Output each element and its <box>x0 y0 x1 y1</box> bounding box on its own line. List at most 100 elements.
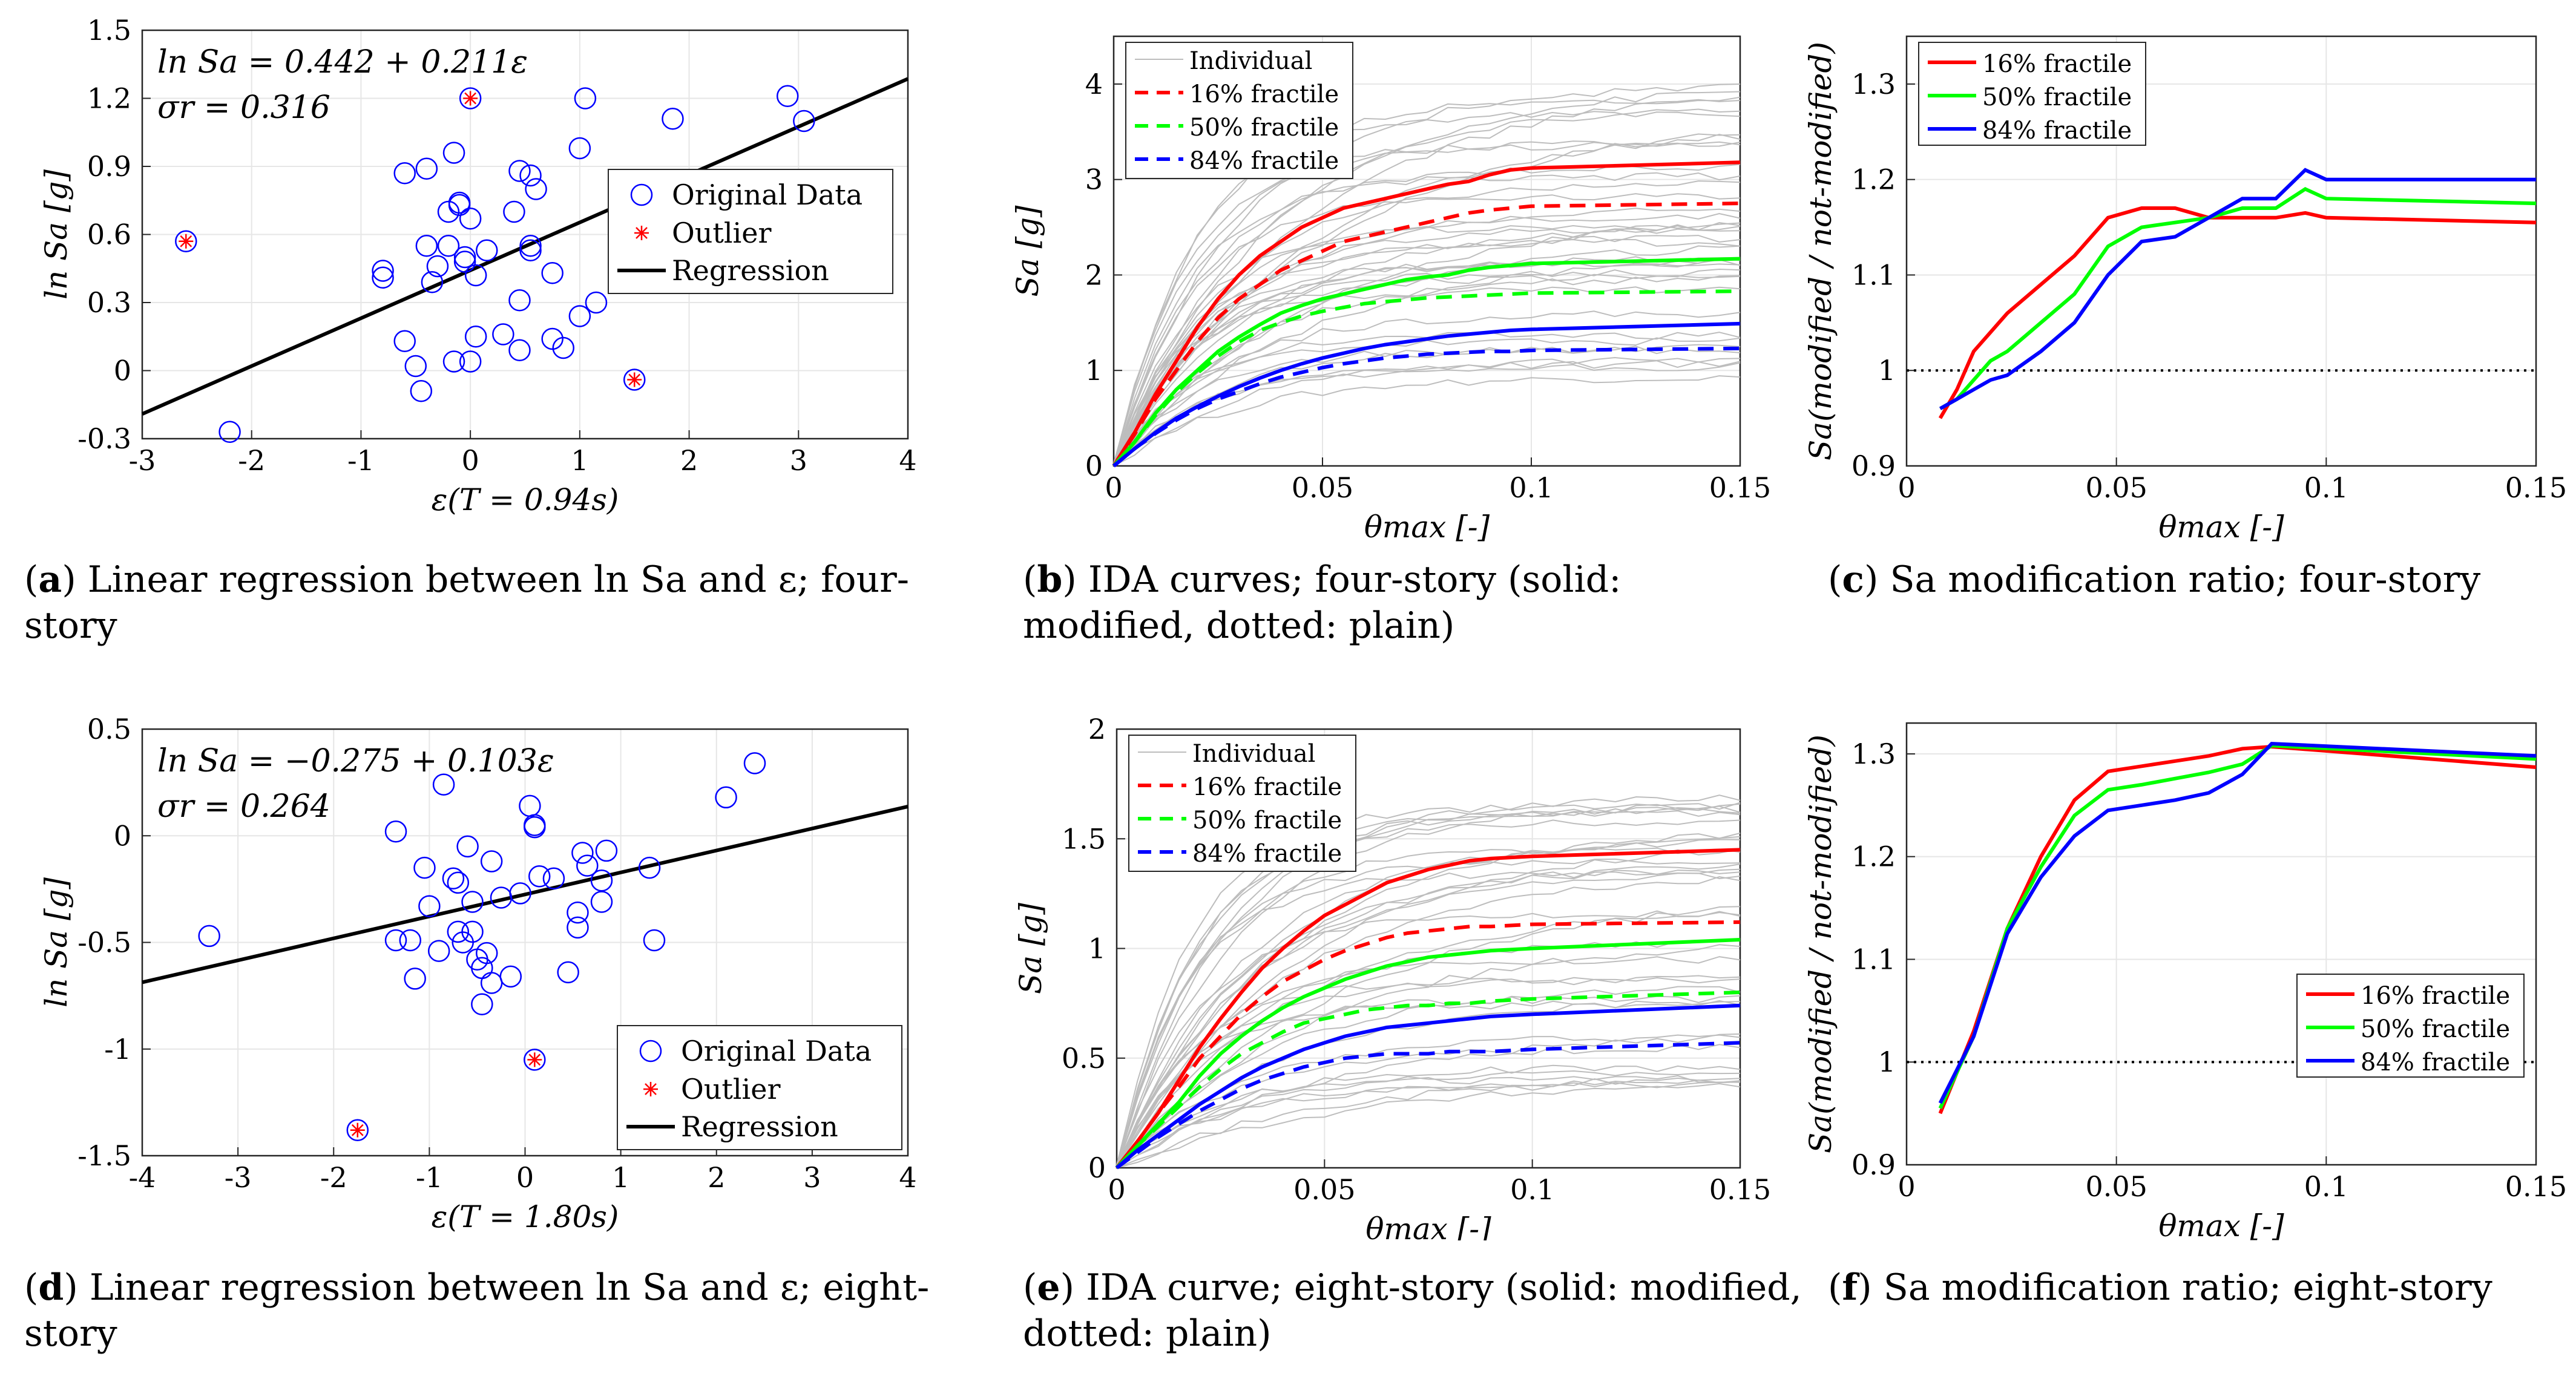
individual-curve <box>1113 310 1741 465</box>
y-axis-label: ln Sa [g] <box>39 169 74 300</box>
x-tick-label: -1 <box>347 444 375 477</box>
plot-frame <box>141 29 909 440</box>
legend-label: 84% fractile <box>2361 1049 2510 1076</box>
data-point <box>528 865 551 888</box>
caption-c-text: Sa modification ratio; four-story <box>1890 558 2481 601</box>
plot-frame <box>1112 35 1741 467</box>
y-axis-label: Sa [g] <box>1013 903 1048 994</box>
data-point <box>576 854 599 877</box>
ida-chart-e: 0 0.05 0.1 0.15 0 0.5 1 1.5 2 θmax [-] Sa [g] Indiv… <box>1013 713 1771 1246</box>
x-tick-label: -1 <box>416 1161 443 1194</box>
data-point <box>590 891 613 913</box>
data-point <box>519 164 542 187</box>
individual-curve <box>1116 995 1741 1168</box>
x-tick-label: 0.15 <box>1709 1173 1771 1206</box>
data-point <box>413 856 436 879</box>
individual-curve <box>1113 362 1741 467</box>
scatter-chart-a: -3 -2 -1 0 1 2 3 4 -0.3 0 0.3 0.6 0.9 1.2 1.5 ε(T = 0.9… <box>39 14 917 517</box>
y-tick-label: 1 <box>1085 354 1103 387</box>
data-point <box>372 260 394 282</box>
y-tick-label: 2 <box>1088 713 1106 745</box>
individual-curve <box>1116 1070 1741 1168</box>
individual-curve <box>1116 910 1741 1168</box>
x-tick-label: 0.1 <box>1510 1173 1554 1206</box>
x-tick-label: 0.1 <box>2304 1170 2348 1203</box>
data-point <box>508 339 531 361</box>
legend-circle-icon <box>639 1040 662 1063</box>
legend-box <box>608 169 893 294</box>
data-point <box>623 368 646 391</box>
data-point <box>743 752 766 775</box>
individual-curve <box>1116 863 1741 1168</box>
y-tick-label: 1.3 <box>1852 68 1896 100</box>
x-tick-label: -2 <box>238 444 265 477</box>
x-tick-label: 0.15 <box>1709 471 1771 504</box>
y-tick-label: 0.5 <box>87 713 131 745</box>
data-point <box>542 867 565 889</box>
y-tick-label: 1.2 <box>1852 840 1896 873</box>
data-point <box>524 816 546 839</box>
outlier-marker <box>350 1122 365 1138</box>
chart-panel-b: 0 0.05 0.1 0.15 0 1 2 3 4 θmax [-] Sa [g] Individua… <box>993 0 1779 545</box>
x-tick-label: 0.05 <box>1293 1173 1355 1206</box>
legend-label: Outlier <box>681 1073 780 1105</box>
y-tick-label: 1 <box>1088 932 1106 965</box>
data-point <box>393 162 416 185</box>
y-tick-label: 1.5 <box>1062 822 1106 855</box>
legend-label: Original Data <box>681 1035 872 1067</box>
data-point <box>415 235 438 257</box>
series-line-16-fractile-dashed <box>1115 920 1741 1169</box>
individual-curve <box>1113 224 1741 467</box>
data-point <box>399 929 421 952</box>
data-point <box>464 326 487 348</box>
x-tick-label: 0.15 <box>2505 471 2567 504</box>
data-point <box>567 901 589 924</box>
individual-curve <box>1113 180 1741 467</box>
x-tick-label: 0 <box>1105 471 1122 504</box>
individual-curve <box>1113 346 1741 465</box>
data-point <box>519 794 541 817</box>
y-tick-label: -0.3 <box>77 422 131 455</box>
data-point <box>384 929 407 952</box>
x-tick-label: 0 <box>516 1161 534 1194</box>
y-tick-label: 0.9 <box>1852 1148 1896 1181</box>
x-tick-label: 0.05 <box>2085 471 2147 504</box>
individual-curve <box>1116 1064 1741 1165</box>
legend-label: 50% fractile <box>1189 114 1339 142</box>
data-point <box>638 856 661 879</box>
data-point <box>480 850 503 873</box>
individual-curve <box>1116 868 1741 1167</box>
data-point <box>471 993 493 1015</box>
legend-circle-icon <box>630 183 653 206</box>
caption-a-text: Linear regression between ln Sa and ε; f… <box>24 558 910 647</box>
series-line-84-fractile-dashed <box>1116 1041 1741 1170</box>
series-line-50-fractile-dashed <box>1112 289 1741 467</box>
y-tick-label: 0.6 <box>87 218 131 251</box>
caption-e-text: IDA curve; eight-story (solid: modified,… <box>1023 1266 1802 1355</box>
legend-label: Individual <box>1192 740 1315 768</box>
data-point <box>590 869 613 892</box>
y-tick-label: 3 <box>1085 163 1103 196</box>
series-line-84-fractile-solid <box>1112 321 1741 468</box>
data-point <box>404 968 426 990</box>
individual-curve <box>1113 222 1741 465</box>
data-point <box>421 271 444 293</box>
individual-curve <box>1116 1079 1741 1168</box>
x-tick-label: 2 <box>680 444 698 477</box>
individual-curve <box>1113 141 1741 467</box>
individual-curve <box>1113 268 1741 467</box>
regression-equation: ln Sa = −0.275 + 0.103ε <box>157 743 554 779</box>
x-tick-label: 0 <box>1898 1170 1915 1203</box>
y-tick-label: 0.3 <box>87 286 131 319</box>
data-point <box>459 208 482 230</box>
series-line-16-fractile-solid <box>1115 848 1741 1169</box>
data-point <box>461 920 484 943</box>
caption-d-text: Linear regression between ln Sa and ε; e… <box>24 1266 930 1355</box>
data-point <box>519 235 542 257</box>
data-point <box>461 891 484 913</box>
y-axis-label: ln Sa [g] <box>39 877 74 1007</box>
legend-box <box>617 1025 902 1150</box>
x-tick-label: -4 <box>129 1161 156 1194</box>
legend-box <box>1125 42 1353 179</box>
data-point <box>448 191 471 214</box>
